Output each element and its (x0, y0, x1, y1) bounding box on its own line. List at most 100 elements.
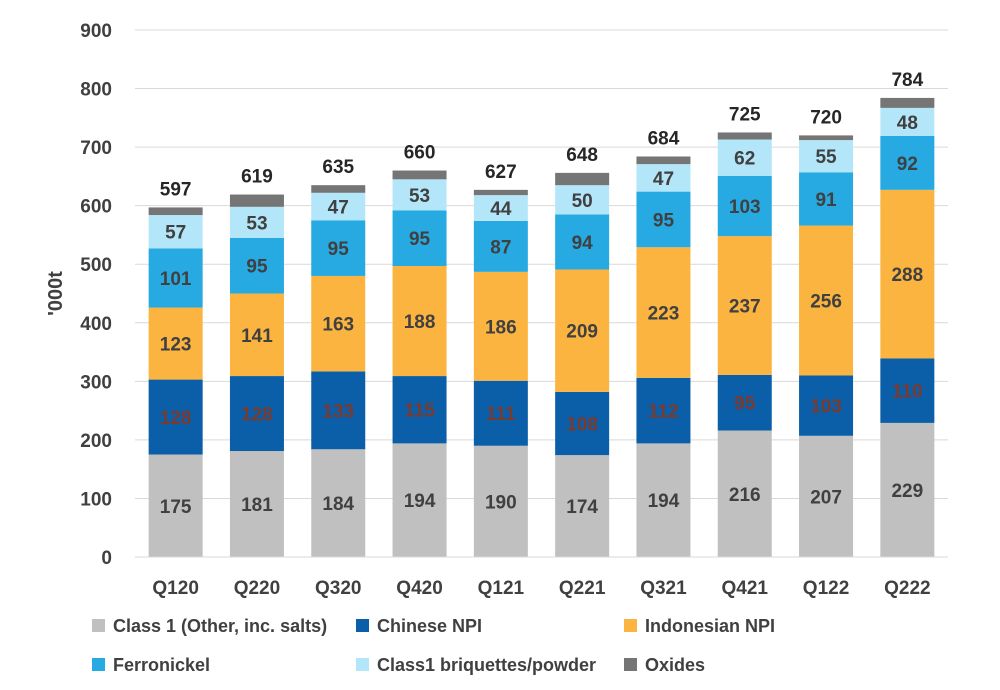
data-label: 101 (160, 269, 192, 290)
data-label: 47 (328, 198, 349, 219)
bar-segment (392, 210, 447, 266)
bar-segment (311, 275, 366, 372)
data-label: 181 (241, 495, 273, 516)
data-label: 194 (404, 491, 436, 512)
bar-stack-q220: 181 128 141 95 53 (229, 194, 284, 557)
bar-segment (717, 430, 772, 557)
data-label: 95 (246, 257, 268, 278)
bar-segment (799, 140, 854, 173)
bar-segment (148, 454, 203, 557)
x-tick-label: Q222 (884, 578, 930, 599)
bar-segment (799, 172, 854, 226)
legend-swatch (356, 658, 369, 671)
data-label: 95 (409, 229, 431, 250)
data-label: 110 (892, 382, 923, 403)
total-label: 635 (322, 157, 354, 178)
data-label: 128 (160, 408, 192, 429)
data-label: 223 (648, 304, 680, 325)
bar-segment (799, 435, 854, 557)
bar-stack-q420: 194 115 188 95 53 (392, 170, 447, 557)
data-label: 62 (734, 149, 755, 170)
bar-segment (555, 214, 610, 270)
total-label: 648 (566, 145, 598, 166)
data-label: 53 (409, 186, 430, 207)
legend-label: Oxides (645, 655, 705, 675)
data-label: 175 (160, 497, 192, 518)
bar-segment (799, 375, 854, 436)
data-label: 48 (897, 113, 918, 134)
data-label: 209 (566, 322, 598, 343)
bar-segment (880, 422, 935, 557)
bar-segment (229, 293, 284, 377)
y-axis-ticks: 0 100 200 300 400 500 600 700 800 900 (80, 21, 112, 569)
bar-segment (229, 451, 284, 557)
legend-item: Chinese NPI (356, 616, 482, 636)
bar-segment (229, 206, 284, 238)
data-label: 111 (486, 404, 516, 425)
data-label: 94 (572, 233, 594, 254)
data-label: 103 (729, 197, 761, 218)
bar-segment (148, 248, 203, 308)
bar-stack-q120: 175 128 123 101 57 (148, 207, 203, 557)
data-label: 92 (897, 154, 918, 175)
total-label: 784 (891, 70, 923, 91)
data-label: 256 (810, 292, 842, 313)
bar-segment (473, 189, 528, 196)
y-tick-label: 900 (80, 21, 112, 42)
y-tick-label: 0 (101, 548, 112, 569)
data-label: 57 (165, 223, 186, 244)
bar-segment (148, 307, 203, 380)
total-label: 725 (729, 104, 761, 125)
legend-label: Chinese NPI (377, 616, 482, 636)
legend-item: Ferronickel (92, 655, 210, 675)
bar-segment (799, 225, 854, 376)
data-label: 184 (322, 494, 354, 515)
bar-segment (717, 374, 772, 431)
bar-segment (392, 179, 447, 211)
bar-segment (717, 236, 772, 375)
bar-segment (473, 445, 528, 557)
bars: 1751281231015759718112814195536191841331… (148, 70, 935, 557)
bar-stack-q121: 190 111 186 87 44 (473, 189, 528, 557)
bar-stack-q122: 207 103 256 91 55 (799, 135, 854, 557)
data-label: 237 (729, 297, 761, 318)
data-label: 108 (566, 414, 598, 435)
y-tick-label: 800 (80, 80, 112, 101)
legend-item: Oxides (624, 655, 705, 675)
data-label: 95 (653, 210, 675, 231)
bar-segment (880, 189, 935, 359)
bar-segment (311, 449, 366, 557)
x-tick-label: Q220 (234, 578, 280, 599)
total-label: 597 (160, 179, 192, 200)
legend-label: Indonesian NPI (645, 616, 775, 636)
bar-segment (880, 135, 935, 190)
legend-item: Class1 briquettes/powder (356, 655, 596, 675)
x-tick-label: Q421 (722, 578, 769, 599)
bar-segment (880, 358, 935, 423)
data-label: 188 (404, 312, 436, 333)
bar-segment (636, 443, 691, 557)
legend-item: Indonesian NPI (624, 616, 775, 636)
data-label: 95 (328, 239, 350, 260)
bar-segment (717, 175, 772, 237)
total-label: 720 (810, 107, 842, 128)
data-label: 123 (160, 335, 192, 356)
bar-segment (473, 220, 528, 272)
bar-segment (229, 237, 284, 294)
data-label: 229 (891, 481, 923, 502)
bar-segment (717, 139, 772, 176)
legend-swatch (624, 619, 637, 632)
data-label: 141 (241, 326, 273, 347)
bar-segment (311, 220, 366, 276)
x-tick-label: Q120 (152, 578, 198, 599)
bar-segment (636, 164, 691, 192)
total-label: 619 (241, 167, 273, 188)
bar-segment (473, 380, 528, 446)
y-axis-label: '000t (45, 271, 67, 316)
bar-segment (311, 371, 366, 450)
data-label: 128 (241, 405, 273, 426)
x-tick-label: Q320 (315, 578, 361, 599)
bar-stack-q222: 229 110 288 92 48 (880, 97, 935, 557)
bar-segment (636, 156, 691, 165)
